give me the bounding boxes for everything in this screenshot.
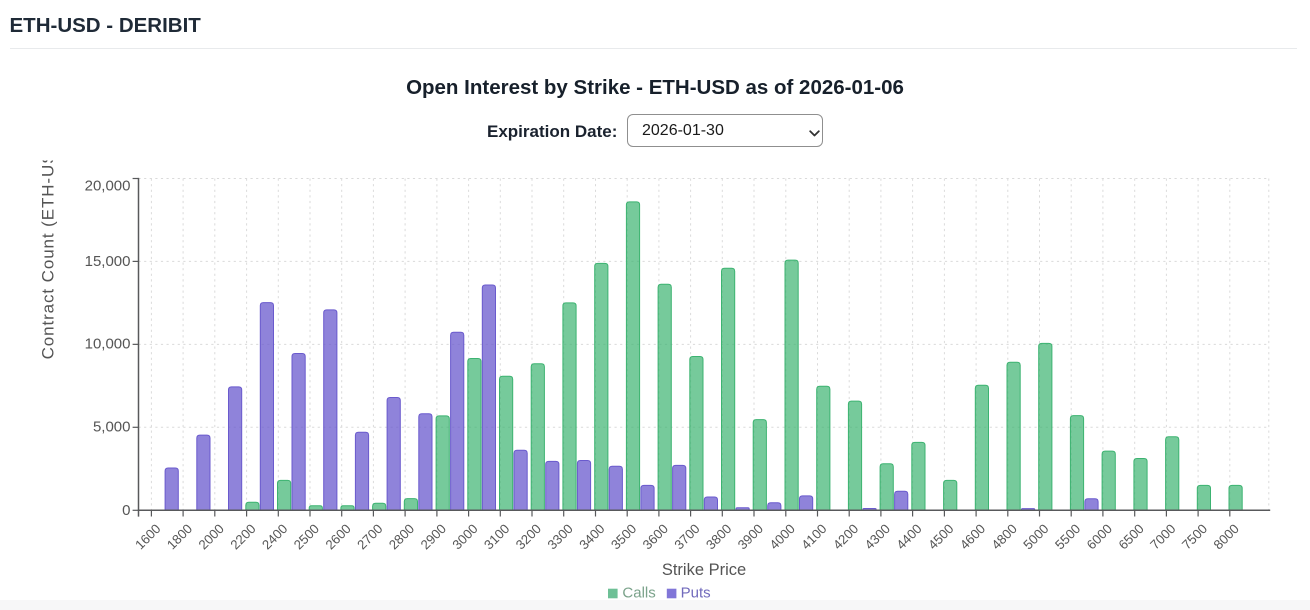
- svg-text:Contract Count (ETH-USD): Contract Count (ETH-USD): [39, 132, 58, 360]
- svg-text:3800: 3800: [703, 521, 734, 552]
- svg-text:Puts: Puts: [681, 585, 711, 602]
- svg-text:3700: 3700: [671, 521, 702, 552]
- svg-text:3600: 3600: [640, 521, 671, 552]
- svg-text:2800: 2800: [386, 521, 417, 552]
- svg-text:7500: 7500: [1179, 521, 1210, 552]
- svg-text:3900: 3900: [735, 521, 766, 552]
- svg-text:2600: 2600: [322, 521, 353, 552]
- svg-text:0: 0: [122, 502, 130, 519]
- svg-text:5,000: 5,000: [93, 419, 131, 436]
- svg-text:2700: 2700: [354, 521, 385, 552]
- svg-text:2400: 2400: [259, 521, 290, 552]
- svg-text:3200: 3200: [513, 521, 544, 552]
- svg-text:Strike Price: Strike Price: [662, 561, 746, 579]
- svg-text:3000: 3000: [449, 521, 480, 552]
- svg-text:2500: 2500: [291, 521, 322, 552]
- svg-text:4800: 4800: [989, 521, 1020, 552]
- svg-text:2900: 2900: [418, 521, 449, 552]
- svg-text:2000: 2000: [196, 521, 227, 552]
- svg-text:4200: 4200: [830, 521, 861, 552]
- svg-text:15,000: 15,000: [85, 253, 131, 270]
- svg-text:5500: 5500: [1052, 521, 1083, 552]
- svg-text:Calls: Calls: [622, 585, 655, 602]
- svg-text:1800: 1800: [164, 521, 195, 552]
- svg-text:4100: 4100: [798, 521, 829, 552]
- svg-text:4400: 4400: [893, 521, 924, 552]
- svg-text:4600: 4600: [957, 521, 988, 552]
- svg-text:2200: 2200: [227, 521, 258, 552]
- svg-text:1600: 1600: [132, 521, 163, 552]
- svg-text:5000: 5000: [1020, 521, 1051, 552]
- svg-text:3500: 3500: [608, 521, 639, 552]
- svg-text:4000: 4000: [767, 521, 798, 552]
- svg-text:8000: 8000: [1211, 521, 1242, 552]
- svg-text:6000: 6000: [1084, 521, 1115, 552]
- svg-text:3100: 3100: [481, 521, 512, 552]
- svg-text:4300: 4300: [862, 521, 893, 552]
- svg-text:4500: 4500: [925, 521, 956, 552]
- svg-text:6500: 6500: [1115, 521, 1146, 552]
- svg-text:3400: 3400: [576, 521, 607, 552]
- svg-text:20,000: 20,000: [85, 178, 131, 195]
- svg-text:7000: 7000: [1147, 521, 1178, 552]
- svg-text:3300: 3300: [544, 521, 575, 552]
- svg-text:10,000: 10,000: [85, 336, 131, 353]
